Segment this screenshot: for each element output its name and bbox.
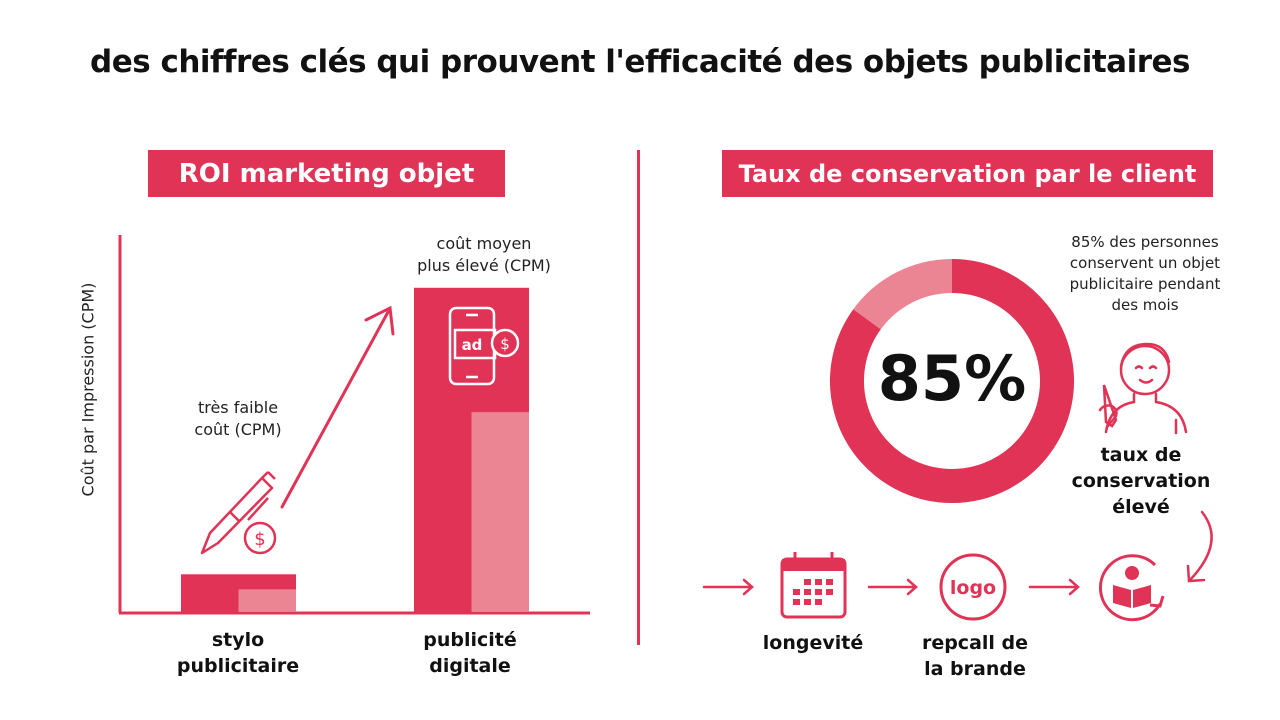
note-line: plus élevé (CPM) (417, 256, 551, 275)
high-cost-note: coût moyen plus élevé (CPM) (394, 233, 574, 277)
reader-cycle-icon (1098, 554, 1165, 622)
phone-ad-icon: ad $ (448, 306, 520, 386)
calendar-icon (780, 552, 847, 619)
category-line: publicitaire (176, 655, 300, 677)
description-line: des mois (1111, 296, 1179, 314)
donut-slice (853, 259, 953, 330)
person-pen-icon (1098, 342, 1188, 435)
logo-icon: logo (939, 553, 1007, 621)
donut-center-value: 85% (877, 342, 1027, 415)
highlight-line: conservation (1071, 470, 1211, 492)
flow-label-line: repcall de (921, 632, 1029, 654)
bar-inner (238, 589, 296, 612)
page-title: des chiffres clés qui prouvent l'efficac… (90, 44, 1190, 80)
note-line: coût (CPM) (194, 420, 282, 439)
svg-text:ad: ad (462, 336, 483, 354)
svg-text:logo: logo (950, 577, 996, 599)
note-line: coût moyen (436, 234, 532, 253)
high-conservation-label: taux de conservation élevé (1051, 442, 1231, 520)
flow-label-line: longevité (762, 632, 864, 654)
category-label-pen: stylo publicitaire (148, 627, 328, 679)
svg-text:$: $ (254, 529, 265, 550)
flow-label-longevity: longevité (743, 630, 883, 656)
donut-slice (830, 259, 1074, 503)
roi-badge: ROI marketing objet (148, 150, 505, 197)
conservation-description: 85% des personnes conservent un objet pu… (1045, 232, 1245, 316)
category-label-digital: publicité digitale (380, 627, 560, 679)
low-cost-note: très faible coût (CPM) (158, 397, 318, 441)
category-line: digitale (429, 655, 511, 677)
category-line: stylo (211, 629, 265, 651)
category-line: publicité (423, 629, 517, 651)
flow-label-line: la brande (924, 658, 1026, 680)
highlight-line: élevé (1112, 496, 1170, 518)
highlight-line: taux de (1100, 444, 1182, 466)
pen-coin-icon: $ (200, 471, 277, 555)
flow-arrow-icon (702, 578, 1080, 596)
note-line: très faible (197, 398, 279, 417)
conservation-badge: Taux de conservation par le client (722, 150, 1213, 197)
svg-text:$: $ (500, 335, 510, 353)
description-line: conservent un objet (1069, 254, 1221, 272)
curved-arrow-icon (1186, 510, 1213, 583)
panel-divider (637, 150, 640, 645)
roi-bar-chart: $ ad $ (118, 235, 590, 615)
flow-label-brand-recall: repcall de la brande (905, 630, 1045, 682)
bar-inner (471, 412, 529, 612)
trend-arrow-icon (280, 305, 395, 509)
description-line: publicitaire pendant (1069, 275, 1221, 293)
description-line: 85% des personnes (1071, 233, 1219, 251)
